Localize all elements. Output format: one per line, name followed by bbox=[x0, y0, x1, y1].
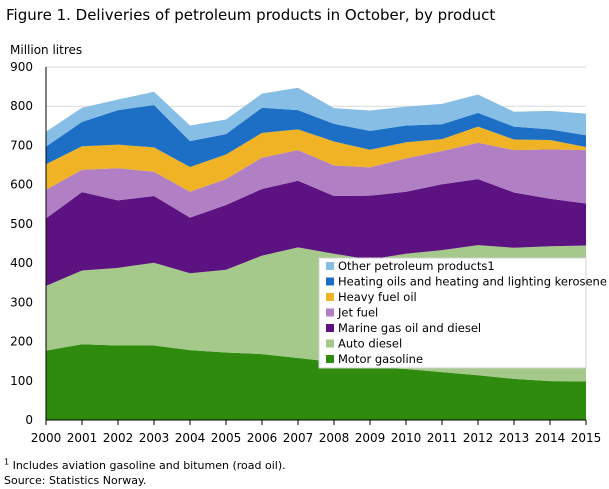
legend-label: Heavy fuel oil bbox=[338, 290, 417, 304]
y-tick-label: 400 bbox=[10, 256, 33, 270]
footnote-text: Includes aviation gasoline and bitumen (… bbox=[9, 459, 286, 472]
area-series-4 bbox=[46, 126, 586, 192]
legend: Other petroleum products1 Heating oils an… bbox=[318, 257, 607, 369]
legend-label: Marine gas oil and diesel bbox=[338, 321, 481, 335]
x-tick-label: 2007 bbox=[283, 431, 314, 445]
legend-label: Jet fuel bbox=[337, 306, 378, 320]
axes bbox=[45, 67, 587, 425]
footnote-note: 1 Includes aviation gasoline and bitumen… bbox=[4, 458, 286, 473]
y-axis-label: Million litres bbox=[10, 43, 83, 57]
x-tick-label: 2011 bbox=[427, 431, 458, 445]
x-tick-label: 2009 bbox=[355, 431, 386, 445]
area-series-2 bbox=[46, 179, 586, 286]
legend-swatch bbox=[326, 293, 334, 301]
x-tick-label: 2010 bbox=[391, 431, 422, 445]
legend-label: Heating oils and heating and lighting ke… bbox=[338, 275, 607, 289]
y-tick-label: 600 bbox=[10, 178, 33, 192]
legend-swatch bbox=[326, 355, 334, 363]
legend-label: Auto diesel bbox=[338, 337, 402, 351]
y-tick-label: 500 bbox=[10, 217, 33, 231]
x-tick-label: 2004 bbox=[175, 431, 206, 445]
source-note: Source: Statistics Norway. bbox=[4, 474, 147, 487]
legend-box bbox=[318, 257, 587, 369]
legend-swatch bbox=[326, 308, 334, 317]
x-tick-label: 2000 bbox=[31, 431, 62, 445]
y-tick-label: 900 bbox=[10, 60, 33, 74]
y-tick-label: 100 bbox=[10, 374, 33, 388]
y-tick-label: 700 bbox=[10, 138, 33, 152]
area-series bbox=[46, 87, 586, 420]
x-tick-label: 2003 bbox=[139, 431, 170, 445]
legend-swatch bbox=[326, 324, 334, 332]
area-series-6 bbox=[46, 87, 586, 147]
y-tick-label: 300 bbox=[10, 295, 33, 309]
x-tick-label: 2005 bbox=[211, 431, 242, 445]
footnote: 1 Includes aviation gasoline and bitumen… bbox=[4, 458, 286, 488]
footnote-mark: 1 bbox=[4, 457, 10, 467]
area-series-5 bbox=[46, 105, 586, 168]
x-tick-label: 2001 bbox=[67, 431, 98, 445]
y-tick-label: 200 bbox=[10, 335, 33, 349]
chart-title: Figure 1. Deliveries of petroleum produc… bbox=[6, 6, 496, 24]
legend-label: Other petroleum products1 bbox=[338, 259, 495, 273]
y-tick-label: 800 bbox=[10, 99, 33, 113]
x-tick-labels: 2000 2001 2002 2003 2004 2005 2006 2007 2008 2009… bbox=[31, 431, 602, 445]
x-tick-label: 2008 bbox=[319, 431, 350, 445]
x-tick-label: 2012 bbox=[463, 431, 494, 445]
x-tick-label: 2014 bbox=[535, 431, 566, 445]
x-tick-label: 2015 bbox=[571, 431, 602, 445]
legend-swatch bbox=[326, 262, 334, 270]
x-tick-label: 2006 bbox=[247, 431, 278, 445]
x-tick-label: 2002 bbox=[103, 431, 134, 445]
y-tick-label: 0 bbox=[25, 413, 33, 427]
legend-swatch bbox=[326, 339, 334, 348]
y-tick-labels: 0 100 200 300 400 500 600 700 800 900 bbox=[10, 60, 33, 427]
legend-label: Motor gasoline bbox=[338, 352, 423, 366]
legend-swatch bbox=[326, 277, 334, 286]
area-series-3 bbox=[46, 142, 586, 219]
x-tick-label: 2013 bbox=[499, 431, 530, 445]
area-series-0 bbox=[46, 344, 586, 420]
